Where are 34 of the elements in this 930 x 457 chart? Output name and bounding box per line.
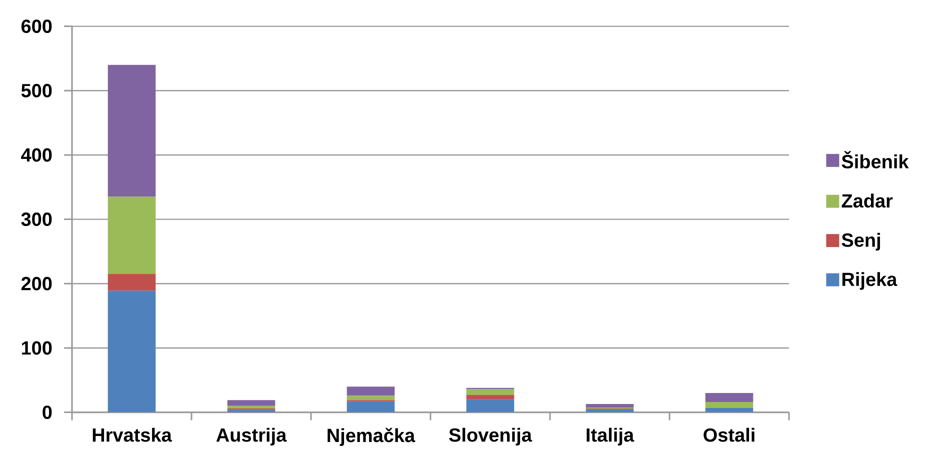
bar xyxy=(227,406,276,408)
legend-label: Senj xyxy=(842,232,880,251)
bar xyxy=(108,274,156,291)
bar xyxy=(346,386,395,396)
legend-label: Zadar xyxy=(842,194,893,208)
bar xyxy=(466,399,514,412)
bar xyxy=(346,401,395,412)
bar xyxy=(108,290,156,412)
bar xyxy=(227,410,276,412)
bar xyxy=(227,400,276,406)
bar xyxy=(586,409,634,412)
y-tick-label: 0 xyxy=(42,406,52,420)
x-tick-label: Austrija xyxy=(216,428,287,446)
bar xyxy=(705,393,754,402)
legend-label: Šibenik xyxy=(842,151,909,168)
x-tick-label: Slovenija xyxy=(449,428,532,446)
x-tick-label: Italija xyxy=(586,428,634,446)
y-tick-label: 300 xyxy=(21,212,52,226)
bar xyxy=(108,64,156,197)
bar xyxy=(466,389,514,395)
y-tick-label: 500 xyxy=(21,84,52,98)
y-tick-label: 100 xyxy=(22,341,52,355)
x-tick-label: Ostali xyxy=(704,428,754,442)
bar xyxy=(586,404,634,408)
x-tick-label: Hrvatska xyxy=(92,428,172,442)
legend-label: Rijeka xyxy=(842,272,898,290)
bar xyxy=(705,402,754,408)
bar xyxy=(346,396,395,400)
bar xyxy=(466,394,514,400)
y-tick-label: 200 xyxy=(21,276,52,290)
y-tick-label: 600 xyxy=(21,20,52,34)
y-tick-label: 400 xyxy=(21,148,52,162)
bar xyxy=(108,196,156,274)
x-tick-label: Njemačka xyxy=(328,428,416,446)
